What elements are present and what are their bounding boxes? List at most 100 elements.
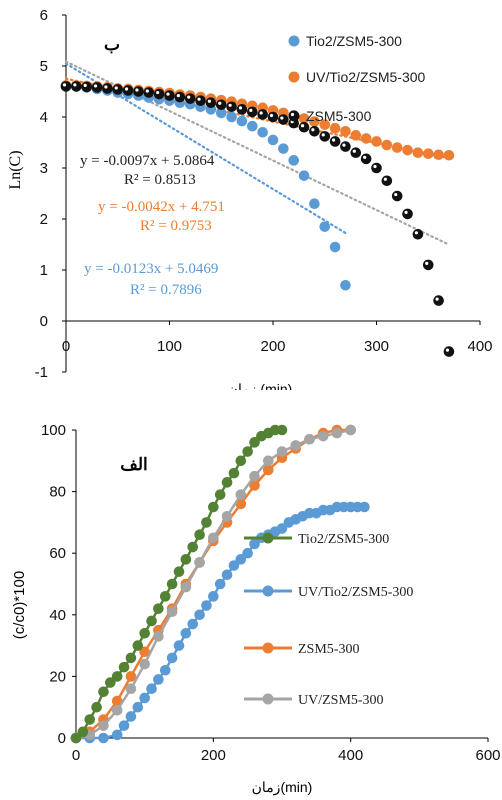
top-data-point — [278, 114, 289, 125]
bottom-data-point — [262, 455, 274, 467]
bottom-legend-marker-tio2 — [262, 532, 274, 544]
top-data-point — [371, 136, 382, 147]
top-data-point — [288, 155, 300, 166]
bottom-y-tick-label: 80 — [49, 484, 66, 501]
bottom-data-point — [77, 726, 89, 738]
top-data-point-highlight — [269, 113, 274, 118]
bottom-data-point — [276, 424, 288, 436]
top-data-point — [412, 229, 424, 240]
top-data-point — [360, 133, 372, 144]
bottom-data-point — [187, 618, 199, 630]
top-legend-marker-zsm5-highlight — [290, 112, 295, 117]
top-r2-zsm5: R² = 0.8513 — [124, 172, 196, 188]
bottom-data-point — [98, 732, 109, 744]
top-data-point-highlight — [249, 108, 253, 112]
bottom-data-point — [146, 615, 157, 627]
bottom-data-point — [118, 720, 130, 731]
top-data-point — [91, 82, 103, 93]
top-data-point — [257, 109, 268, 120]
top-chart: -1 0 1 2 3 4 5 6 0 100 200 300 400 ب Ln(C) زمان (mi… — [7, 7, 493, 390]
top-data-point — [195, 95, 206, 106]
top-data-point-highlight — [125, 87, 129, 91]
top-x-tick-label: 100 — [157, 338, 182, 355]
top-data-point — [226, 101, 237, 113]
top-legend-marker-zsm5 — [288, 110, 300, 122]
top-data-point — [267, 134, 279, 146]
top-data-point — [422, 148, 434, 160]
top-data-point — [184, 93, 196, 104]
top-data-point — [247, 106, 258, 118]
top-data-point-highlight — [259, 111, 263, 115]
top-data-point — [267, 111, 279, 123]
top-data-point-highlight — [114, 86, 118, 90]
top-data-point — [122, 85, 134, 96]
top-data-point-highlight — [62, 83, 67, 87]
bottom-data-point — [276, 446, 288, 457]
top-data-point — [298, 121, 310, 133]
top-data-point-highlight — [342, 143, 346, 147]
top-data-point — [360, 153, 372, 165]
top-y-axis-label: Ln(C) — [7, 150, 24, 189]
bottom-data-point — [125, 671, 137, 682]
top-data-point — [371, 162, 382, 174]
bottom-data-point — [153, 603, 164, 614]
bottom-y-tick-label: 60 — [49, 545, 66, 562]
bottom-data-point — [98, 720, 109, 731]
bottom-data-point — [111, 704, 123, 716]
top-data-point — [257, 127, 268, 138]
bottom-data-point — [70, 732, 82, 744]
bottom-data-point — [201, 600, 212, 611]
bottom-data-point — [173, 566, 185, 577]
top-data-point-highlight — [414, 231, 418, 235]
top-data-point-highlight — [73, 83, 77, 87]
bottom-data-point — [228, 467, 240, 479]
bottom-y-axis-label: (c/c0)*100 — [11, 571, 28, 639]
bottom-y-ticks: 0 20 40 60 80 100 — [41, 422, 76, 747]
top-data-point — [329, 136, 341, 147]
top-x-ticks: 0 100 200 300 400 — [62, 321, 493, 355]
top-data-point-highlight — [83, 83, 87, 88]
bottom-data-point — [139, 658, 150, 670]
top-data-points — [60, 80, 455, 357]
top-data-point-highlight — [197, 97, 201, 101]
top-data-point-highlight — [373, 164, 377, 169]
bottom-data-point — [159, 591, 171, 602]
top-data-point — [71, 81, 82, 92]
top-x-tick-label: 0 — [62, 338, 70, 355]
top-equations: y = -0.0097x + 5.0864 R² = 0.8513 y = -0… — [80, 153, 225, 298]
bottom-panel-label: الف — [120, 455, 148, 474]
top-data-point-highlight — [435, 297, 439, 301]
bottom-data-point — [166, 606, 178, 618]
top-data-point-highlight — [93, 84, 98, 88]
top-data-point — [81, 81, 92, 93]
bottom-data-point — [262, 464, 274, 476]
top-data-point — [226, 111, 237, 123]
bottom-x-ticks: 0 200 400 600 — [72, 738, 501, 764]
bottom-y-tick-label: 0 — [58, 730, 66, 747]
bottom-data-point — [139, 692, 150, 704]
bottom-data-point — [105, 677, 116, 688]
bottom-data-point — [249, 480, 260, 491]
bottom-data-point — [194, 557, 205, 568]
bottom-data-point — [187, 541, 199, 553]
top-data-point — [329, 122, 341, 134]
bottom-data-point — [214, 489, 226, 500]
top-data-point-highlight — [300, 124, 305, 128]
top-data-point-highlight — [187, 95, 191, 99]
top-legend-marker-tio2 — [288, 35, 300, 47]
top-r2-uv-tio2: R² = 0.9753 — [140, 218, 212, 234]
top-data-point — [340, 141, 351, 152]
top-y-tick-label: 4 — [40, 109, 48, 126]
top-data-point — [319, 131, 331, 142]
bottom-data-point — [359, 501, 370, 513]
top-legend: Tio2/ZSM5-300 UV/Tio2/ZSM5-300 ZSM5-300 — [288, 33, 426, 124]
bottom-data-point — [304, 433, 315, 445]
bottom-x-tick-label: 400 — [338, 747, 363, 764]
bottom-series-line — [75, 428, 351, 740]
top-data-point-highlight — [280, 116, 284, 120]
top-data-point — [102, 83, 113, 94]
top-data-point-highlight — [166, 92, 170, 96]
top-data-point-highlight — [445, 348, 450, 352]
bottom-data-point — [194, 529, 205, 541]
bottom-legend-marker-zsm5 — [262, 642, 274, 654]
